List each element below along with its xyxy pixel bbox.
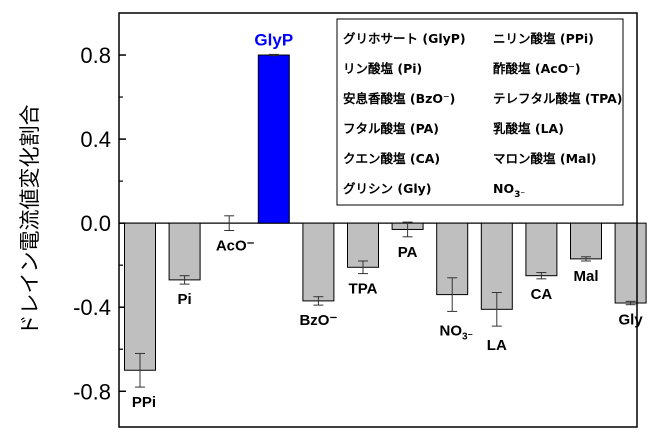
bar-mal: [570, 222, 602, 260]
bar-ppi: [124, 222, 156, 371]
category-label: AcO⁻: [216, 238, 255, 255]
bar-glyp: [257, 54, 290, 224]
bars: [124, 53, 647, 388]
category-label: NO3⁻: [440, 322, 473, 342]
category-labels: PPi Pi AcO⁻ GlyP BzO⁻ TPA PA NO3⁻ LA CA Mal Gly: [132, 30, 643, 411]
category-label: Mal: [573, 268, 598, 285]
legend-entry: 乳酸塩 (LA): [493, 121, 564, 136]
category-label: LA: [487, 337, 507, 354]
legend-entry: テレフタル酸塩 (TPA): [493, 91, 623, 106]
category-label: GlyP: [254, 30, 293, 49]
legend-entry: ニリン酸塩 (PPi): [493, 31, 594, 46]
legend-entry: 酢酸塩 (AcO⁻): [493, 61, 581, 76]
category-label: PPi: [132, 394, 156, 411]
category-label: TPA: [349, 281, 378, 298]
legend-entry: 安息香酸塩 (BzO⁻): [343, 91, 455, 106]
bar-bzo: [302, 222, 335, 302]
bar-gly: [614, 222, 647, 304]
plot-frame: [118, 12, 638, 428]
y-tick-label: -0.8: [73, 379, 111, 404]
legend: グリホサート (GlyP) ニリン酸塩 (PPi) リン酸塩 (Pi) 酢酸塩 (Ac…: [336, 18, 624, 206]
legend-entry: リン酸塩 (Pi): [343, 61, 422, 76]
category-label: CA: [531, 286, 553, 303]
legend-entry: グリシン (Gly): [343, 181, 431, 196]
y-tick-label: 0.0: [80, 211, 111, 236]
y-axis-label: ドレイン電流値変化割合: [18, 105, 42, 336]
bar-ca: [525, 222, 558, 277]
legend-entry: グリホサート (GlyP): [343, 31, 466, 46]
category-label: PA: [398, 244, 418, 261]
legend-entry: マロン酸塩 (Mal): [493, 151, 596, 166]
y-tick-label: 0.4: [80, 127, 111, 152]
category-label: Gly: [619, 312, 644, 329]
legend-entry: フタル酸塩 (PA): [343, 121, 439, 136]
legend-entry: クエン酸塩 (CA): [343, 151, 440, 166]
bar-tpa: [347, 222, 379, 268]
legend-box: [336, 18, 624, 206]
category-label: Pi: [178, 291, 192, 308]
category-label: BzO⁻: [299, 312, 337, 329]
label-subscript: 3⁻: [462, 331, 473, 342]
bar-pi: [168, 222, 201, 281]
y-tick-label: 0.8: [80, 43, 111, 68]
y-tick-label: -0.4: [73, 295, 111, 320]
legend-subscript: 3⁻: [514, 190, 525, 200]
